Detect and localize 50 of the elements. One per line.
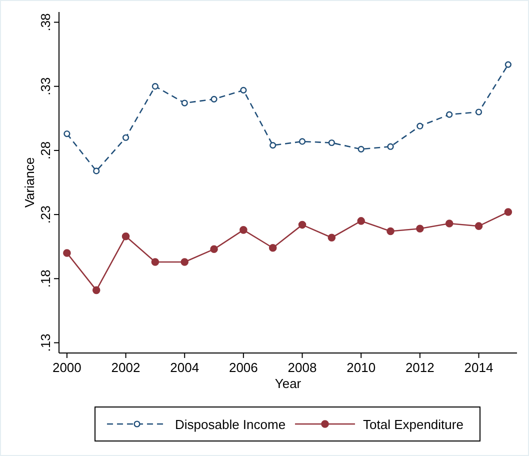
x-tick-label: 2006: [228, 360, 258, 375]
point: [445, 220, 454, 228]
x-tick-label: 2010: [346, 360, 376, 375]
point: [504, 61, 512, 68]
point: [386, 227, 394, 236]
point: [298, 138, 306, 145]
point: [93, 168, 100, 174]
point: [210, 96, 218, 102]
point: [298, 220, 306, 229]
point: [416, 122, 424, 130]
x-tick-label: 2008: [288, 360, 317, 375]
point: [268, 244, 277, 252]
point: [181, 100, 188, 106]
x-tick-label: 2000: [52, 360, 82, 375]
y-tick-label: .23: [38, 206, 53, 224]
point: [328, 139, 335, 146]
point: [122, 134, 130, 141]
y-tick-label: .13: [38, 334, 53, 352]
point: [151, 258, 160, 266]
legend-label: Total Expenditure: [363, 417, 464, 432]
point: [210, 245, 218, 254]
point: [152, 83, 158, 90]
point: [416, 224, 424, 233]
point: [328, 234, 336, 242]
point: [357, 217, 365, 225]
point: [270, 142, 276, 149]
x-tick-label: 2004: [170, 360, 200, 375]
y-tick-label: .18: [38, 270, 53, 288]
point: [475, 108, 482, 116]
x-tick-label: 2014: [464, 360, 494, 375]
point: [474, 222, 483, 230]
point: [240, 226, 248, 234]
x-tick-label: 2002: [111, 360, 140, 375]
x-axis-title: Year: [274, 376, 302, 391]
y-tick-label: .28: [38, 141, 53, 160]
point: [504, 208, 512, 216]
point: [446, 111, 453, 118]
point: [63, 249, 71, 257]
y-tick-label: .38: [38, 13, 53, 32]
x-tick-label: 2012: [405, 360, 434, 375]
y-axis-title: Variance: [22, 157, 37, 208]
legend-label: Disposable Income: [175, 417, 286, 432]
point: [92, 286, 100, 294]
point: [180, 258, 189, 266]
point: [358, 146, 364, 152]
point: [240, 86, 247, 94]
point: [122, 232, 130, 240]
point: [64, 130, 70, 138]
y-tick-label: .33: [38, 77, 53, 96]
point: [387, 143, 394, 150]
